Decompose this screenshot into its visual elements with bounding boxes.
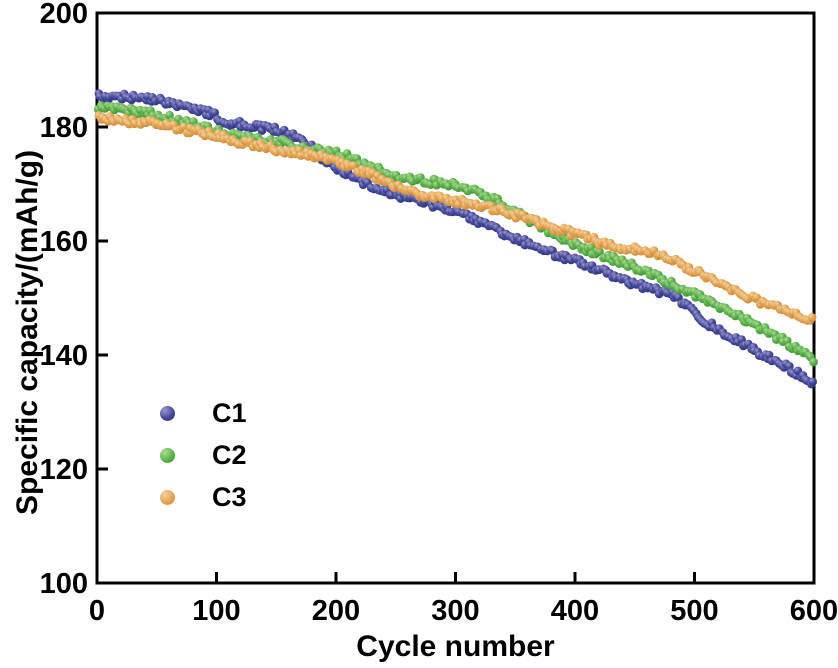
y-tick-label: 100 [40,568,88,600]
y-tick-label: 180 [40,112,88,144]
x-tick-label: 400 [551,595,599,627]
x-tick-label: 600 [790,595,838,627]
x-axis-title: Cycle number [356,630,555,663]
legend: C1 C2 C3 [160,392,247,518]
c1-marker-icon [160,405,175,421]
c2-marker-icon [160,447,175,463]
x-axis-ticks: 0 100 200 300 400 500 600 [89,572,838,627]
y-tick-label: 120 [40,454,88,486]
y-tick-label: 140 [40,340,88,372]
x-tick-label: 500 [670,595,718,627]
y-axis-title: Specific capacity/(mAh/g) [11,149,44,515]
y-tick-label: 160 [40,226,88,258]
y-axis-ticks: 100 120 140 160 180 200 [40,0,108,600]
x-tick-label: 0 [89,595,105,627]
series-C3-points [94,111,817,325]
y-tick-label: 200 [40,0,88,30]
c3-marker-icon [160,489,175,505]
x-tick-label: 300 [431,595,479,627]
legend-item-c1: C1 [160,392,247,434]
x-tick-label: 100 [192,595,240,627]
legend-item-c2: C2 [160,434,247,476]
x-tick-label: 200 [312,595,360,627]
legend-label-c2: C2 [212,439,247,470]
legend-label-c3: C3 [212,481,247,512]
legend-item-c3: C3 [160,476,247,518]
legend-label-c1: C1 [212,397,247,428]
